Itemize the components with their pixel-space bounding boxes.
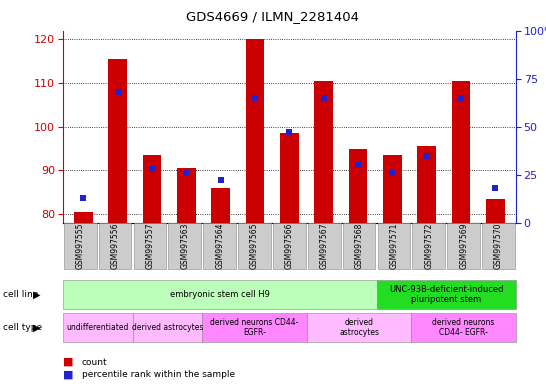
Text: GSM997563: GSM997563	[180, 222, 189, 269]
Text: embryonic stem cell H9: embryonic stem cell H9	[170, 290, 270, 299]
Text: GSM997556: GSM997556	[111, 222, 120, 269]
Text: GSM997565: GSM997565	[250, 222, 259, 269]
Bar	[74, 212, 93, 223]
Text: cell line: cell line	[3, 290, 38, 299]
Bar	[246, 40, 264, 223]
Text: GSM997564: GSM997564	[215, 222, 224, 269]
Text: GSM997570: GSM997570	[494, 222, 503, 269]
Text: GSM997555: GSM997555	[76, 222, 85, 269]
Bar	[143, 155, 162, 223]
Bar	[314, 81, 333, 223]
Text: ■: ■	[63, 369, 73, 379]
Bar	[486, 199, 505, 223]
Bar	[211, 188, 230, 223]
Text: GSM997568: GSM997568	[354, 223, 364, 269]
Text: GSM997566: GSM997566	[285, 222, 294, 269]
Text: percentile rank within the sample: percentile rank within the sample	[82, 370, 235, 379]
Text: cell type: cell type	[3, 323, 42, 332]
Bar	[280, 133, 299, 223]
Bar	[177, 168, 196, 223]
Text: GSM997569: GSM997569	[459, 222, 468, 269]
Text: count: count	[82, 358, 108, 367]
Text: UNC-93B-deficient-induced
pluripotent stem: UNC-93B-deficient-induced pluripotent st…	[389, 285, 503, 305]
Text: ■: ■	[63, 357, 73, 367]
Text: derived
astrocytes: derived astrocytes	[339, 318, 379, 337]
Text: undifferentiated: undifferentiated	[67, 323, 129, 332]
Text: GSM997572: GSM997572	[424, 223, 434, 269]
Text: GDS4669 / ILMN_2281404: GDS4669 / ILMN_2281404	[187, 10, 359, 23]
Text: GSM997557: GSM997557	[145, 222, 155, 269]
Text: GSM997571: GSM997571	[389, 223, 399, 269]
Text: ▶: ▶	[33, 290, 41, 300]
Text: ▶: ▶	[33, 322, 41, 333]
Bar	[383, 155, 402, 223]
Text: derived neurons
CD44- EGFR-: derived neurons CD44- EGFR-	[432, 318, 495, 337]
Text: derived astrocytes: derived astrocytes	[132, 323, 203, 332]
Bar	[417, 146, 436, 223]
Bar	[348, 149, 367, 223]
Text: derived neurons CD44-
EGFR-: derived neurons CD44- EGFR-	[210, 318, 299, 337]
Text: GSM997567: GSM997567	[320, 222, 329, 269]
Bar	[452, 81, 471, 223]
Bar	[108, 59, 127, 223]
